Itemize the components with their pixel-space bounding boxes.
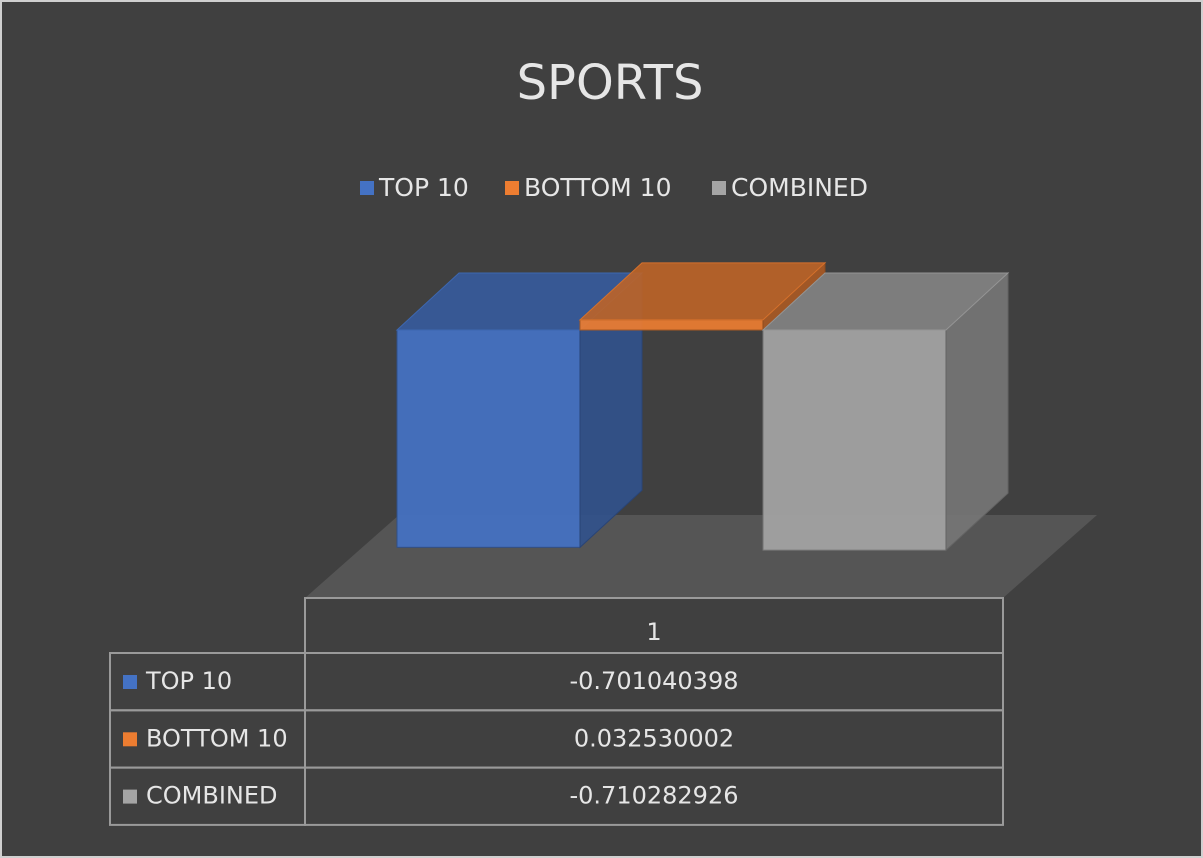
- table-row-label: COMBINED: [146, 782, 278, 810]
- bar-top: [761, 272, 1010, 331]
- table-row-label: BOTTOM 10: [146, 724, 288, 752]
- chart-title: SPORTS: [517, 55, 704, 111]
- table-swatch: [123, 789, 137, 804]
- legend-label: TOP 10: [378, 173, 469, 202]
- table-value: -0.701040398: [570, 667, 739, 695]
- table-value: -0.710282926: [570, 782, 739, 810]
- bar-front: [762, 329, 947, 551]
- bar-top: [578, 262, 827, 321]
- legend-label: COMBINED: [731, 173, 868, 202]
- table-swatch: [123, 732, 137, 747]
- legend-label: BOTTOM 10: [524, 173, 672, 202]
- legend-swatch: [360, 181, 374, 195]
- table-header: 1: [646, 618, 661, 646]
- table-row-label: TOP 10: [145, 667, 232, 695]
- bar-front: [396, 329, 581, 548]
- table-cell: [304, 766, 1004, 826]
- table-value: 0.032530002: [574, 724, 734, 752]
- legend-swatch: [712, 181, 726, 195]
- legend-swatch: [505, 181, 519, 195]
- table-swatch: [123, 675, 137, 689]
- bar-front: [579, 319, 764, 331]
